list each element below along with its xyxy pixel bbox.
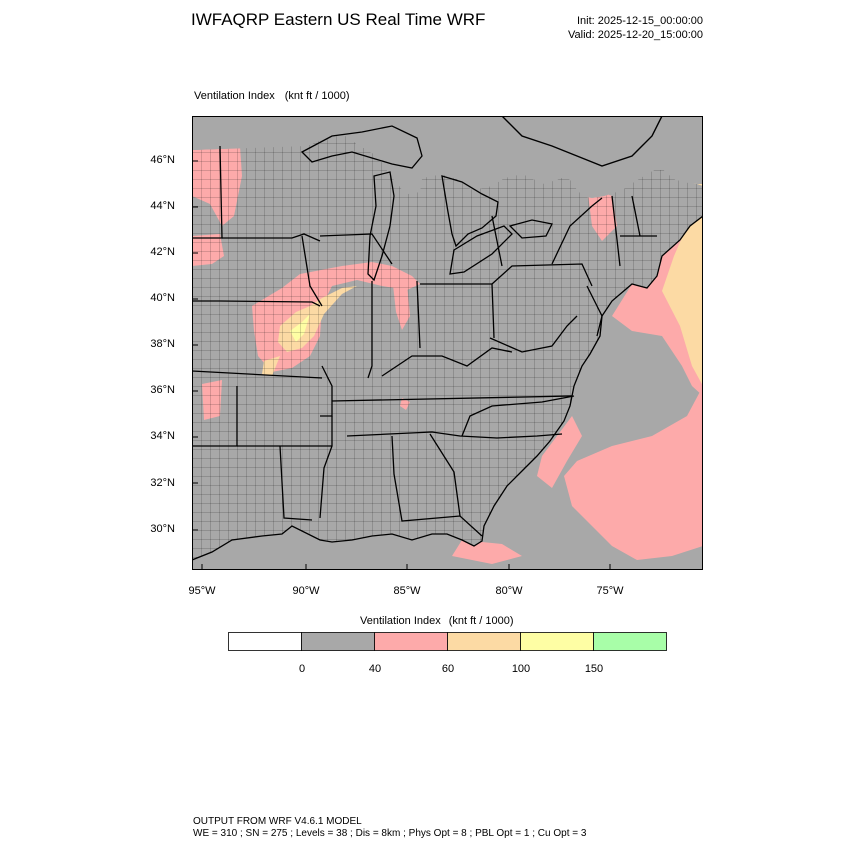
map-ticks — [192, 160, 611, 570]
colorbar-title: Ventilation Index (knt ft / 1000) — [360, 615, 514, 627]
colorbar-box-5 — [593, 632, 667, 651]
ventilation-index-map — [192, 116, 703, 570]
lon-label-80w: 80°W — [495, 585, 523, 597]
map-frame — [192, 116, 703, 570]
lat-label-38n: 38°N — [150, 338, 175, 350]
init-time: Init: 2025-12-15_00:00:00 — [577, 15, 703, 27]
state-boundaries — [192, 145, 657, 537]
lon-label-95w: 95°W — [188, 585, 216, 597]
lon-label-75w: 75°W — [596, 585, 624, 597]
lat-label-40n: 40°N — [150, 292, 175, 304]
lat-label-36n: 36°N — [150, 384, 175, 396]
valid-time: Valid: 2025-12-20_15:00:00 — [568, 29, 703, 41]
model-info-line1: OUTPUT FROM WRF V4.6.1 MODEL — [193, 816, 362, 827]
colorbar-box-2 — [374, 632, 448, 651]
lat-label-34n: 34°N — [150, 430, 175, 442]
lon-label-85w: 85°W — [393, 585, 421, 597]
lake-outlines — [300, 125, 553, 282]
plot-title: IWFAQRP Eastern US Real Time WRF — [191, 10, 486, 29]
lat-label-32n: 32°N — [150, 477, 175, 489]
colorbar — [228, 632, 667, 651]
lat-label-46n: 46°N — [150, 154, 175, 166]
colorbar-tick-40: 40 — [368, 663, 382, 675]
colorbar-units: (knt ft / 1000) — [448, 615, 514, 627]
colorbar-box-0 — [228, 632, 302, 651]
colorbar-tick-0: 0 — [298, 663, 306, 675]
model-info: OUTPUT FROM WRF V4.6.1 MODEL WE = 310 ; … — [193, 816, 586, 840]
field-name: Ventilation Index — [194, 90, 275, 102]
colorbar-tick-150: 150 — [584, 663, 604, 675]
colorbar-tick-60: 60 — [441, 663, 455, 675]
model-info-line2: WE = 310 ; SN = 275 ; Levels = 38 ; Dis … — [193, 828, 587, 839]
field-units: (knt ft / 1000) — [284, 90, 350, 102]
colorbar-tick-100: 100 — [511, 663, 531, 675]
lat-label-42n: 42°N — [150, 246, 175, 258]
lon-label-90w: 90°W — [292, 585, 320, 597]
colorbar-field: Ventilation Index — [360, 615, 441, 627]
coastline — [192, 215, 703, 561]
field-title: Ventilation Index (knt ft / 1000) — [194, 90, 350, 102]
lat-label-44n: 44°N — [150, 200, 175, 212]
lat-label-30n: 30°N — [150, 523, 175, 535]
colorbar-box-4 — [520, 632, 594, 651]
colorbar-box-1 — [301, 632, 375, 651]
colorbar-box-3 — [447, 632, 521, 651]
run-times: Init: 2025-12-15_00:00:00 Valid: 2025-12… — [568, 14, 703, 42]
